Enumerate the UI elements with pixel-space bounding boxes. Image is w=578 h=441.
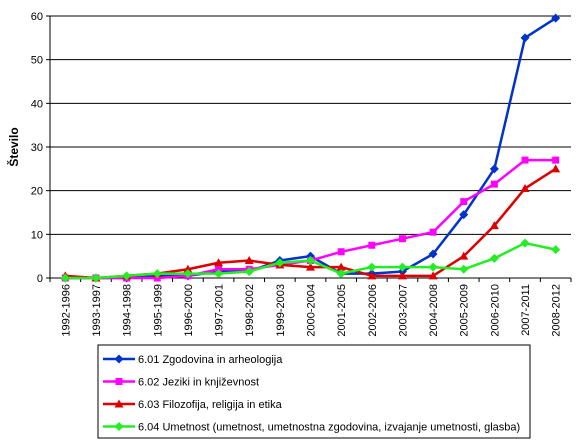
legend-label: 6.02 Jeziki in književnost (138, 377, 259, 389)
legend-label: 6.01 Zgodovina in arheologija (138, 354, 283, 366)
x-tick-label: 1992-1996 (60, 284, 72, 337)
data-point (428, 262, 438, 272)
data-point (398, 235, 406, 243)
data-point (551, 13, 561, 23)
series-layer (60, 13, 561, 283)
x-axis-ticks: 1992-1996 1993-1997 1994-1998 1995-1999 1996… (49, 278, 572, 337)
data-point (306, 262, 315, 271)
legend-box (97, 344, 531, 439)
legend-marker (115, 378, 123, 385)
x-tick-label: 1996-2000 (183, 284, 195, 337)
data-point (244, 266, 254, 276)
data-point (489, 221, 499, 230)
x-tick-label: 2008-2012 (551, 284, 563, 337)
data-point (460, 198, 468, 206)
data-point (551, 164, 561, 173)
y-tick-label: 60 (31, 11, 43, 23)
x-tick-label: 2007-2011 (520, 284, 532, 336)
data-point (244, 256, 254, 265)
data-point (336, 269, 346, 279)
y-tick-label: 30 (31, 142, 43, 154)
legend-marker (114, 422, 124, 431)
data-point (489, 164, 499, 174)
y-tick-label: 20 (31, 186, 43, 198)
x-tick-label: 2004-2008 (428, 284, 440, 337)
y-tick-label: 50 (31, 55, 43, 67)
data-point (367, 271, 377, 280)
x-tick-label: 1998-2002 (244, 284, 256, 337)
legend-marker (114, 399, 124, 408)
data-point (337, 248, 345, 256)
data-point (551, 245, 561, 255)
data-point (336, 262, 346, 271)
data-point (91, 273, 101, 283)
x-tick-label: 2003-2007 (397, 284, 409, 337)
data-point (397, 271, 407, 280)
gridlines (50, 15, 571, 235)
x-tick-label: 2000-2004 (306, 284, 318, 337)
data-point (490, 180, 498, 188)
x-tick-label: 1995-1999 (152, 284, 164, 337)
legend-label: 6.04 Umetnost (umetnost, umetnostna zgod… (138, 422, 520, 434)
x-tick-label: 1997-2001 (214, 284, 226, 337)
data-point (520, 238, 530, 248)
data-point (367, 262, 377, 272)
data-point (60, 273, 70, 283)
data-point (459, 210, 469, 220)
y-tick-label: 40 (31, 98, 43, 110)
y-tick-label: 0 (37, 273, 43, 285)
legend-entry: 6.03 Filozofija, religija in etika (103, 399, 283, 411)
x-tick-label: 1999-2003 (275, 284, 287, 337)
x-tick-label: 2002-2006 (367, 284, 379, 337)
series-4 (60, 238, 561, 283)
legend-label: 6.03 Filozofija, religija in etika (138, 399, 283, 411)
data-point (183, 269, 193, 279)
data-point (368, 241, 376, 249)
data-point (521, 156, 529, 164)
data-point (152, 269, 162, 279)
x-tick-label: 2006-2010 (489, 284, 501, 337)
x-tick-label: 1993-1997 (91, 284, 103, 337)
legend-entry: 6.04 Umetnost (umetnost, umetnostna zgod… (103, 422, 520, 434)
x-tick-label: 1994-1998 (122, 284, 134, 337)
data-point (214, 258, 224, 267)
data-point (428, 249, 438, 259)
legend-marker (114, 354, 124, 364)
data-point (429, 228, 437, 236)
x-tick-label: 2001-2005 (336, 284, 348, 337)
y-axis-title: Število (6, 127, 21, 166)
data-point (428, 271, 438, 280)
data-point (552, 156, 560, 164)
data-point (459, 264, 469, 274)
y-axis-ticks: 0 10 20 30 40 50 60 (31, 11, 50, 285)
data-point (520, 183, 530, 192)
data-point (489, 253, 499, 263)
legend: 6.01 Zgodovina in arheologija 6.02 Jeziki… (103, 354, 520, 434)
data-point (183, 264, 193, 273)
data-point (520, 33, 530, 43)
data-point (122, 271, 132, 281)
legend-entry: 6.02 Jeziki in književnost (103, 377, 259, 389)
y-tick-label: 10 (31, 229, 43, 241)
data-point (397, 262, 407, 272)
data-point (214, 269, 224, 279)
x-tick-label: 2005-2009 (459, 284, 471, 337)
legend-entry: 6.01 Zgodovina in arheologija (103, 354, 283, 366)
data-point (306, 256, 315, 266)
data-point (275, 258, 285, 268)
data-point (459, 251, 469, 260)
